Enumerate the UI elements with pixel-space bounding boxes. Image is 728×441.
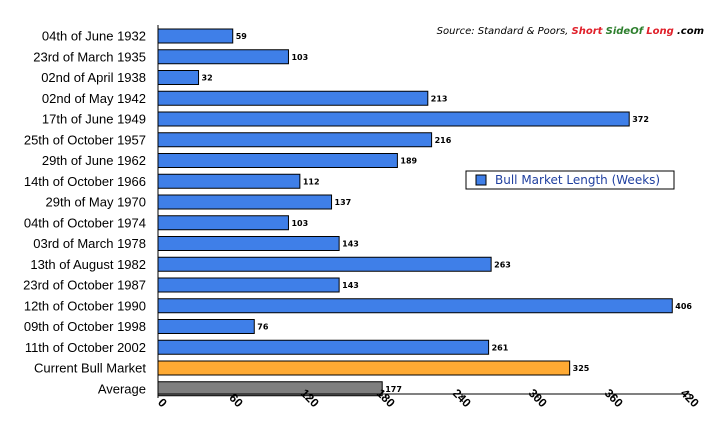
bar-value-label: 261: [492, 343, 509, 352]
x-tick-label: 0: [155, 395, 170, 410]
category-label: 09th of October 1998: [24, 319, 146, 334]
category-label: 23rd of October 1987: [23, 278, 146, 293]
bar-value-label: 213: [431, 94, 448, 103]
bar-value-label: 143: [342, 281, 359, 290]
bar: [157, 111, 630, 127]
bar: [157, 194, 333, 210]
category-label: 17th of June 1949: [42, 112, 146, 127]
bar: [157, 90, 429, 106]
category-label: 14th of October 1966: [24, 174, 146, 189]
bar-value-label: 76: [257, 323, 269, 332]
category-label: 02nd of May 1942: [42, 91, 146, 106]
bar-value-label: 112: [303, 177, 320, 186]
bar: [157, 215, 289, 231]
category-label: Current Bull Market: [34, 361, 146, 376]
category-label: 02nd of April 1938: [41, 70, 146, 85]
bar-value-label: 137: [335, 198, 352, 207]
bar-value-label: 32: [202, 74, 213, 83]
bar-value-label: 59: [236, 32, 248, 41]
bar: [157, 298, 673, 314]
bar: [157, 132, 433, 148]
chart-legend: Bull Market Length (Weeks): [465, 170, 675, 190]
bar-value-label: 372: [632, 115, 649, 124]
bar-value-label: 406: [675, 302, 692, 311]
bar-value-label: 263: [494, 260, 511, 269]
category-label: 03rd of March 1978: [33, 236, 146, 251]
x-tick-label: 420: [678, 386, 702, 410]
bar: [157, 28, 234, 44]
bar: [157, 277, 340, 293]
bar-value-label: 103: [291, 219, 308, 228]
legend-box: [465, 170, 675, 190]
bar-value-label: 325: [573, 364, 590, 373]
category-label: 04th of October 1974: [24, 215, 146, 230]
category-label: 25th of October 1957: [24, 132, 146, 147]
bar: [157, 319, 255, 334]
category-label: Average: [98, 381, 146, 396]
category-label: 29th of May 1970: [46, 195, 146, 210]
x-tick-label: 360: [602, 386, 626, 410]
bar-value-label: 103: [291, 53, 308, 62]
source-prefix: Source: Standard & Poors,: [437, 26, 572, 37]
legend-label: Bull Market Length (Weeks): [495, 173, 660, 187]
category-label: 29th of June 1962: [42, 153, 146, 168]
bar: [157, 49, 289, 65]
bar-value-label: 177: [385, 385, 402, 394]
source-note: Source: Standard & Poors, Short SideOf L…: [437, 26, 704, 37]
legend-swatch: [475, 174, 487, 186]
bar: [157, 339, 490, 355]
category-label: 12th of October 1990: [24, 298, 146, 313]
category-label: 23rd of March 1935: [33, 49, 146, 64]
bar-value-label: 189: [400, 157, 417, 166]
category-label: 13th of August 1982: [30, 257, 146, 272]
bar-value-label: 216: [435, 136, 452, 145]
source-suffix: .com: [677, 26, 704, 37]
bar: [157, 256, 492, 272]
category-label: 11th of October 2002: [25, 340, 146, 355]
category-label: 04th of June 1932: [42, 29, 146, 44]
bars-layer: 04th of June 1932 59 23rd of March 1935 103…: [23, 28, 692, 397]
source-brand-sideof: SideOf: [606, 26, 645, 37]
x-tick-label: 240: [450, 386, 474, 410]
x-tick-label: 300: [526, 386, 550, 410]
bar: [157, 173, 301, 189]
bar: [157, 70, 200, 85]
source-brand-short: Short: [572, 26, 604, 37]
bar: [157, 360, 571, 376]
source-brand-long: Long: [646, 26, 674, 37]
bar-value-label: 143: [342, 240, 359, 249]
bar: [157, 236, 340, 251]
bar: [157, 153, 398, 168]
